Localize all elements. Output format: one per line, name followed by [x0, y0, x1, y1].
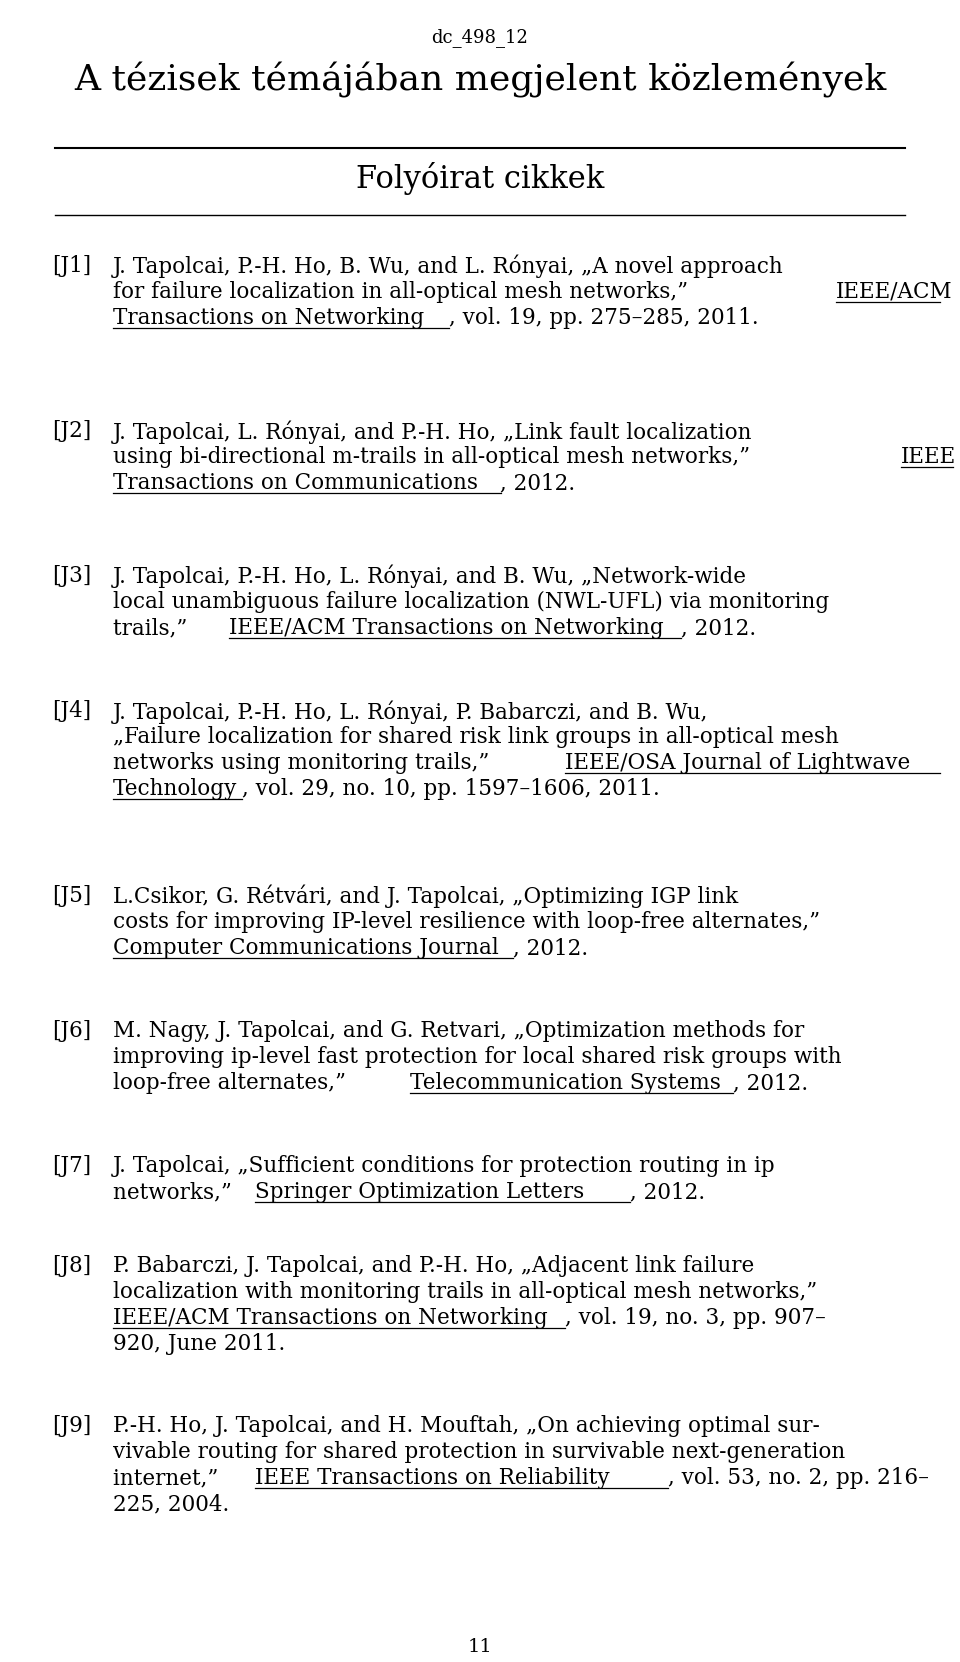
Text: Transactions on Networking: Transactions on Networking: [113, 307, 424, 329]
Text: Springer Optimization Letters: Springer Optimization Letters: [255, 1182, 585, 1203]
Text: using bi-directional m-trails in all-optical mesh networks,”: using bi-directional m-trails in all-opt…: [113, 445, 757, 469]
Text: , 2012.: , 2012.: [733, 1072, 808, 1094]
Text: IEEE: IEEE: [900, 445, 956, 469]
Text: trails,”: trails,”: [113, 617, 194, 638]
Text: [J6]: [J6]: [52, 1020, 91, 1042]
Text: IEEE/OSA Journal of Lightwave: IEEE/OSA Journal of Lightwave: [565, 751, 910, 774]
Text: P.-H. Ho, J. Tapolcai, and H. Mouftah, „On achieving optimal sur-: P.-H. Ho, J. Tapolcai, and H. Mouftah, „…: [113, 1414, 820, 1438]
Text: IEEE/ACM Transactions on Networking: IEEE/ACM Transactions on Networking: [229, 617, 664, 638]
Text: [J3]: [J3]: [52, 565, 91, 587]
Text: , vol. 19, no. 3, pp. 907–: , vol. 19, no. 3, pp. 907–: [565, 1306, 826, 1330]
Text: Folyóirat cikkek: Folyóirat cikkek: [356, 161, 604, 194]
Text: , 2012.: , 2012.: [514, 937, 588, 959]
Text: dc_498_12: dc_498_12: [432, 28, 528, 47]
Text: internet,”: internet,”: [113, 1468, 226, 1489]
Text: [J2]: [J2]: [52, 420, 91, 442]
Text: , vol. 53, no. 2, pp. 216–: , vol. 53, no. 2, pp. 216–: [668, 1468, 929, 1489]
Text: [J1]: [J1]: [52, 254, 91, 278]
Text: J. Tapolcai, P.-H. Ho, L. Rónyai, and B. Wu, „Network-wide: J. Tapolcai, P.-H. Ho, L. Rónyai, and B.…: [113, 565, 747, 588]
Text: P. Babarczi, J. Tapolcai, and P.-H. Ho, „Adjacent link failure: P. Babarczi, J. Tapolcai, and P.-H. Ho, …: [113, 1255, 755, 1276]
Text: local unambiguous failure localization (NWL-UFL) via monitoring: local unambiguous failure localization (…: [113, 592, 829, 613]
Text: Technology: Technology: [113, 778, 237, 799]
Text: [J5]: [J5]: [52, 884, 91, 907]
Text: L.Csikor, G. Rétvári, and J. Tapolcai, „Optimizing IGP link: L.Csikor, G. Rétvári, and J. Tapolcai, „…: [113, 884, 738, 909]
Text: improving ip-level fast protection for local shared risk groups with: improving ip-level fast protection for l…: [113, 1045, 842, 1069]
Text: IEEE/ACM Transactions on Networking: IEEE/ACM Transactions on Networking: [113, 1306, 548, 1330]
Text: [J4]: [J4]: [52, 700, 91, 721]
Text: networks,”: networks,”: [113, 1182, 239, 1203]
Text: , 2012.: , 2012.: [500, 472, 576, 494]
Text: Transactions on Communications: Transactions on Communications: [113, 472, 478, 494]
Text: IEEE/ACM: IEEE/ACM: [836, 281, 953, 302]
Text: IEEE Transactions on Reliability: IEEE Transactions on Reliability: [255, 1468, 610, 1489]
Text: 11: 11: [468, 1639, 492, 1655]
Text: A tézisek témájában megjelent közlemények: A tézisek témájában megjelent közleménye…: [74, 61, 886, 98]
Text: vivable routing for shared protection in survivable next-generation: vivable routing for shared protection in…: [113, 1441, 845, 1463]
Text: , 2012.: , 2012.: [682, 617, 756, 638]
Text: for failure localization in all-optical mesh networks,”: for failure localization in all-optical …: [113, 281, 695, 302]
Text: „Failure localization for shared risk link groups in all-optical mesh: „Failure localization for shared risk li…: [113, 726, 839, 748]
Text: [J9]: [J9]: [52, 1414, 91, 1438]
Text: J. Tapolcai, „Sufficient conditions for protection routing in ip: J. Tapolcai, „Sufficient conditions for …: [113, 1155, 776, 1177]
Text: 920, June 2011.: 920, June 2011.: [113, 1333, 285, 1355]
Text: 225, 2004.: 225, 2004.: [113, 1492, 229, 1516]
Text: , vol. 19, pp. 275–285, 2011.: , vol. 19, pp. 275–285, 2011.: [449, 307, 758, 329]
Text: , 2012.: , 2012.: [630, 1182, 705, 1203]
Text: J. Tapolcai, P.-H. Ho, L. Rónyai, P. Babarczi, and B. Wu,: J. Tapolcai, P.-H. Ho, L. Rónyai, P. Bab…: [113, 700, 708, 723]
Text: loop-free alternates,”: loop-free alternates,”: [113, 1072, 353, 1094]
Text: [J8]: [J8]: [52, 1255, 91, 1276]
Text: Computer Communications Journal: Computer Communications Journal: [113, 937, 499, 959]
Text: [J7]: [J7]: [52, 1155, 91, 1177]
Text: J. Tapolcai, L. Rónyai, and P.-H. Ho, „Link fault localization: J. Tapolcai, L. Rónyai, and P.-H. Ho, „L…: [113, 420, 753, 444]
Text: J. Tapolcai, P.-H. Ho, B. Wu, and L. Rónyai, „A novel approach: J. Tapolcai, P.-H. Ho, B. Wu, and L. Rón…: [113, 254, 783, 279]
Text: , vol. 29, no. 10, pp. 1597–1606, 2011.: , vol. 29, no. 10, pp. 1597–1606, 2011.: [242, 778, 660, 799]
Text: networks using monitoring trails,”: networks using monitoring trails,”: [113, 751, 496, 774]
Text: localization with monitoring trails in all-optical mesh networks,”: localization with monitoring trails in a…: [113, 1281, 817, 1303]
Text: M. Nagy, J. Tapolcai, and G. Retvari, „Optimization methods for: M. Nagy, J. Tapolcai, and G. Retvari, „O…: [113, 1020, 804, 1042]
Text: costs for improving IP-level resilience with loop-free alternates,”: costs for improving IP-level resilience …: [113, 911, 820, 932]
Text: Telecommunication Systems: Telecommunication Systems: [410, 1072, 721, 1094]
